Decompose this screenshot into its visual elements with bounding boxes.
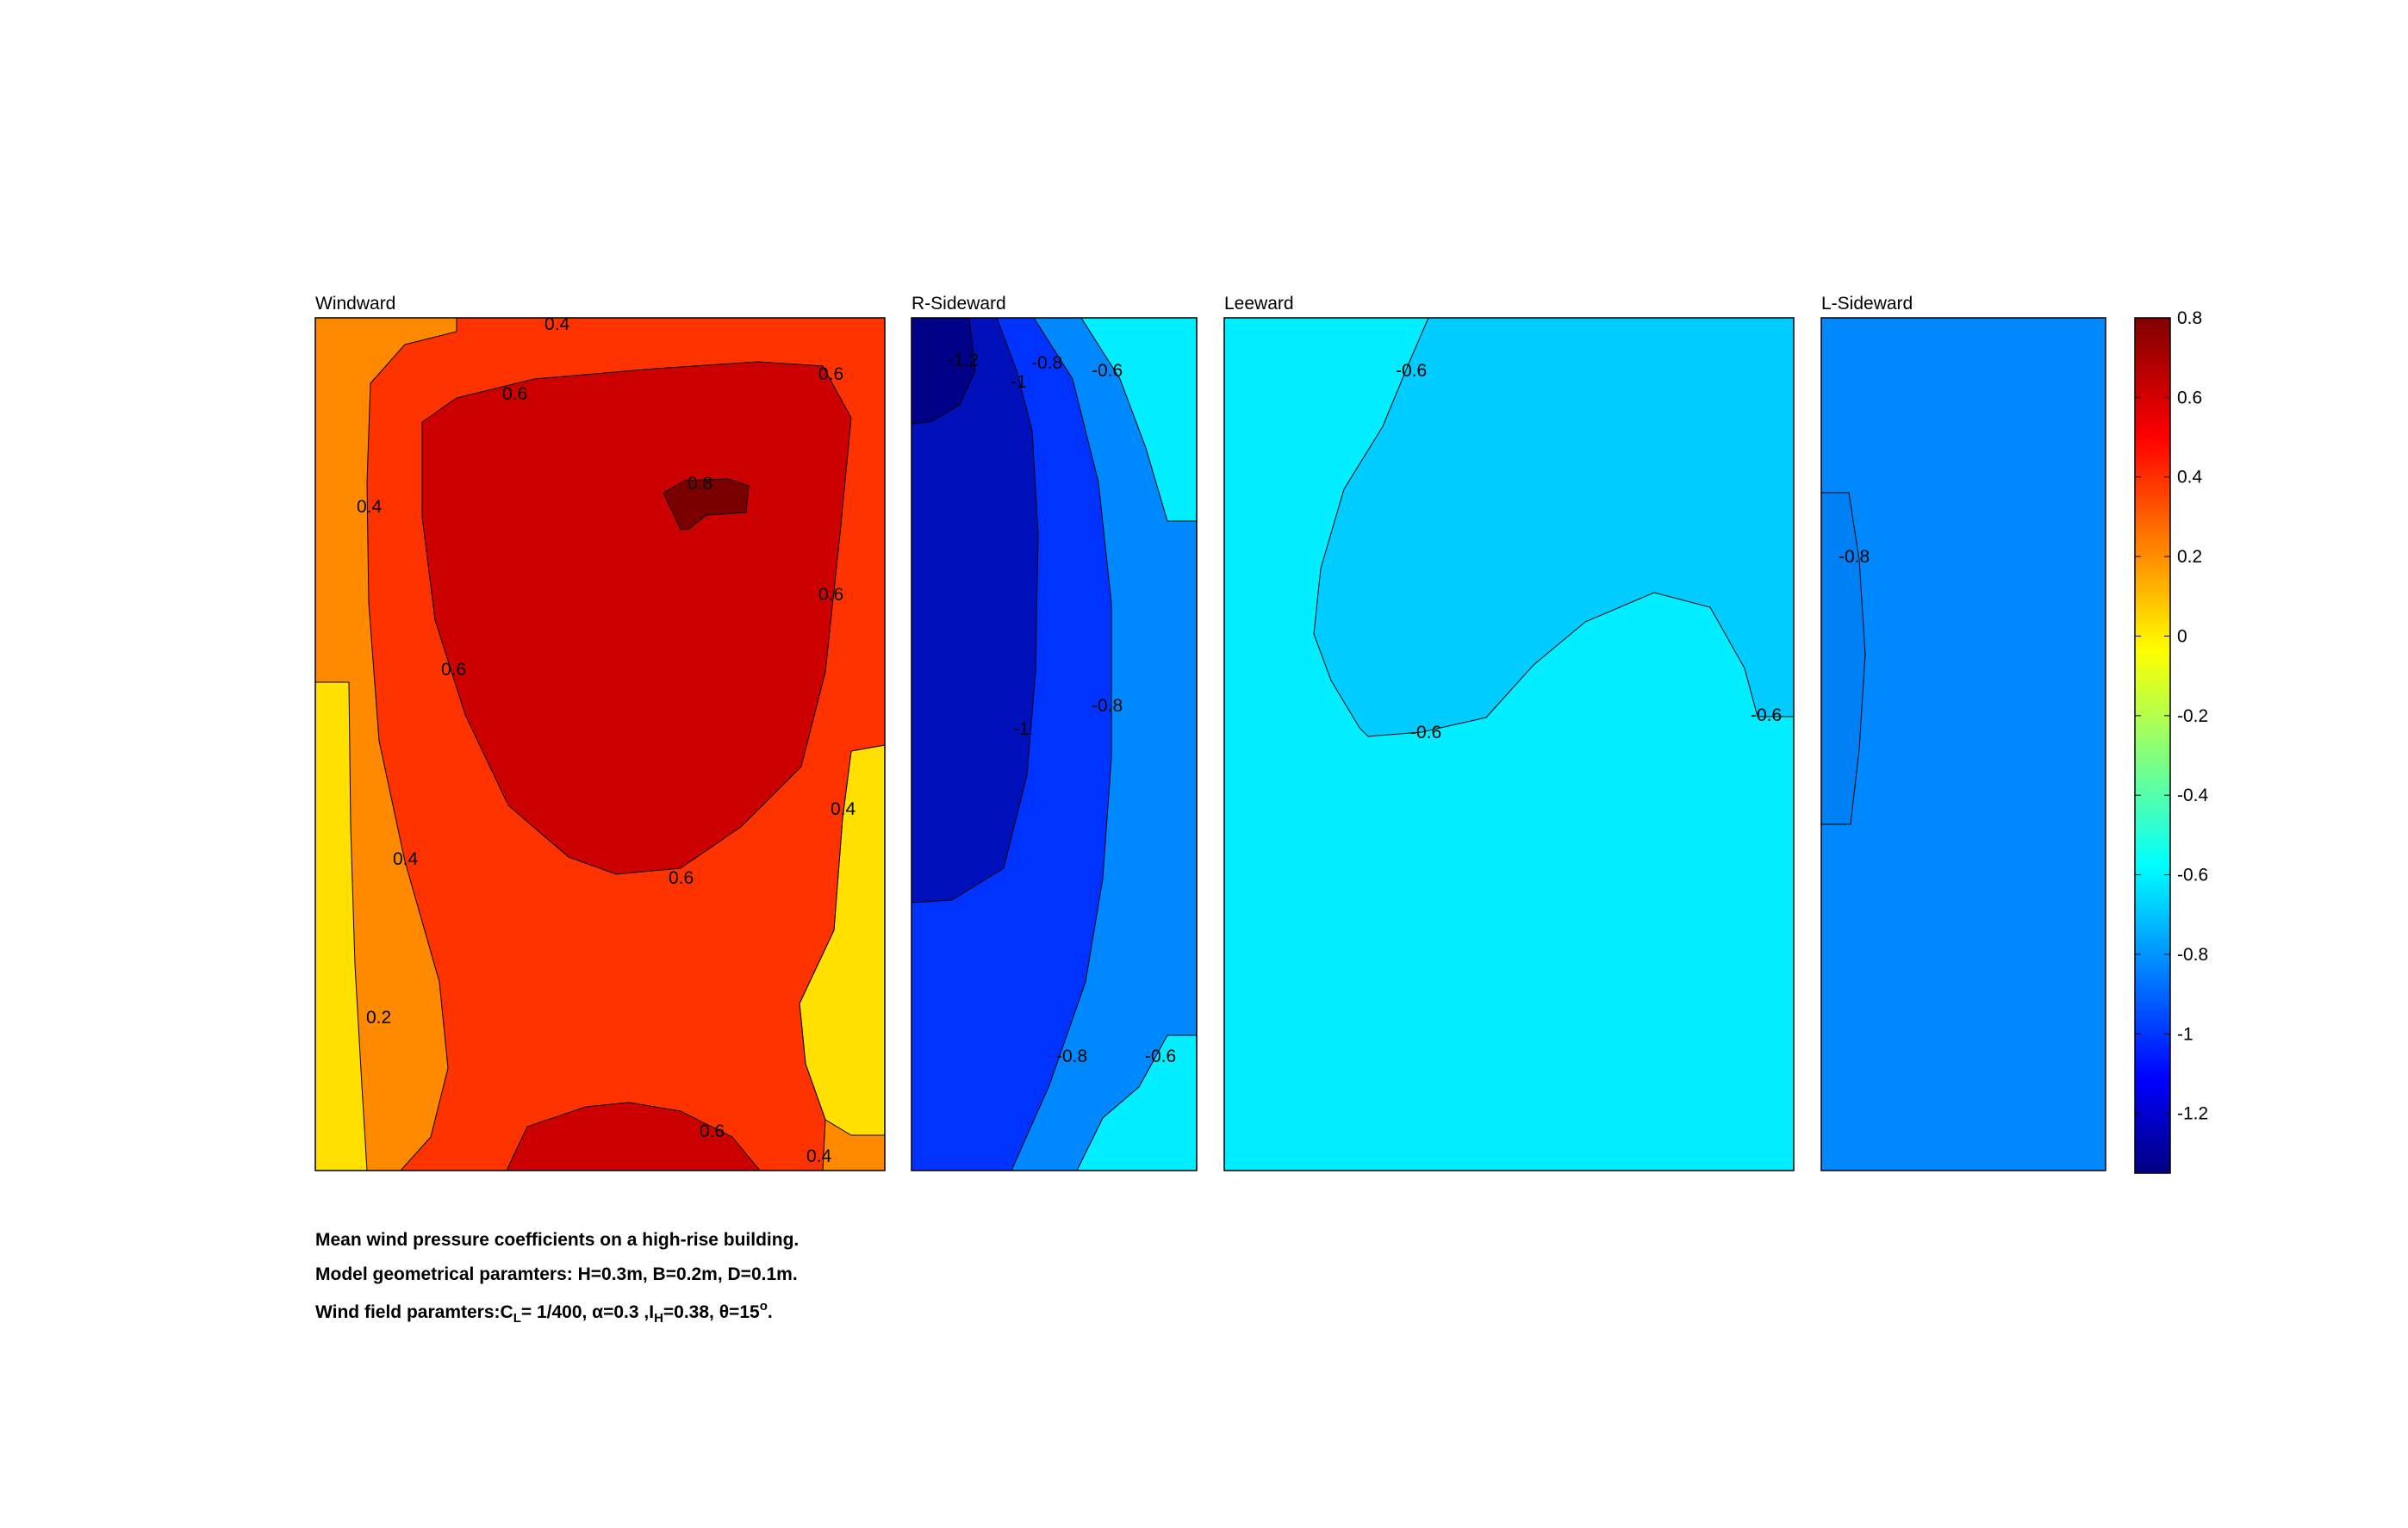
windward-title: Windward <box>315 294 395 314</box>
colorbar-tick-label: 0.4 <box>2177 468 2203 488</box>
caption-line-3: Wind field paramters:CL= 1/400, α=0.3 ,I… <box>315 1299 773 1326</box>
l-sideward-frame <box>1820 317 2106 1171</box>
r-sideward-contour-labels: -1.2 -1 -0.8 -0.6 -1 -0.8 -0.8 -0.6 <box>948 351 1176 1066</box>
contour-label: 0.4 <box>544 314 570 334</box>
l-sideward-band-below-0.8 <box>1820 492 1866 825</box>
windward-frame <box>314 317 886 1171</box>
colorbar-fill <box>2134 317 2171 1174</box>
caption-line-1: Mean wind pressure coefficients on a hig… <box>315 1230 800 1250</box>
contour-label: -1 <box>1011 372 1027 392</box>
leeward-title: Leeward <box>1224 294 1294 314</box>
colorbar-tick-label: -0.6 <box>2177 866 2208 885</box>
contour-label: -0.8 <box>1056 1047 1087 1066</box>
contour-label: -0.6 <box>1410 723 1441 742</box>
colorbar-tick-label: -0.2 <box>2177 706 2208 726</box>
windward-band-above-0.8 <box>663 478 750 531</box>
contour-label: -0.8 <box>1092 696 1123 716</box>
colorbar-tick-label: -1.2 <box>2177 1104 2208 1124</box>
caption-line-3-end: . <box>767 1302 773 1322</box>
colorbar-tick-label: 0.6 <box>2177 388 2202 407</box>
l-sideward-title: L-Sideward <box>1821 294 1913 314</box>
contour-label: 0.8 <box>688 474 712 494</box>
leeward-contour-labels: -0.6 -0.6 -0.6 <box>1396 361 1782 742</box>
caption-line-3-mid1: = 1/400, α=0.3 ,I <box>520 1302 655 1322</box>
r-sideward-frame <box>911 317 1198 1171</box>
caption-line-3-prefix: Wind field paramters:C <box>315 1302 513 1322</box>
r-sideward-band-1.2-1.0 <box>911 317 1039 904</box>
r-sideward-panel: R-Sideward -1.2 -1 -0.8 -0.6 -1 -0.8 -0.… <box>911 294 1198 1171</box>
colorbar: 0.8 0.6 0.4 0.2 0 -0.2 -0.4 -0.6 -0.8 -1 -1.2 <box>2134 308 2209 1174</box>
l-sideward-band-above-0.8 <box>1821 318 2106 1171</box>
caption-line-2: Model geometrical paramters: H=0.3m, B=0… <box>315 1264 798 1284</box>
contour-label: 0.6 <box>818 585 843 605</box>
colorbar-ticks: 0.8 0.6 0.4 0.2 0 -0.2 -0.4 -0.6 -0.8 -1 -1.2 <box>2135 308 2209 1124</box>
contour-label: 0.4 <box>806 1146 832 1166</box>
contour-label: -0.6 <box>1396 361 1427 381</box>
contour-label: 0.4 <box>393 849 419 869</box>
contour-label: 0.2 <box>366 1008 391 1028</box>
caption-line-3-degree: o <box>759 1299 768 1314</box>
contour-label: -0.8 <box>1031 353 1062 373</box>
contour-label: 0.4 <box>831 799 856 819</box>
colorbar-tick-label: 0.2 <box>2177 547 2202 567</box>
contour-label: -0.8 <box>1839 547 1870 567</box>
l-sideward-contour-labels: -0.8 <box>1839 547 1870 567</box>
contour-label: -0.6 <box>1145 1047 1176 1066</box>
contour-label: 0.4 <box>357 497 383 517</box>
contour-label: -1.2 <box>948 351 979 370</box>
contour-label: -1 <box>1013 719 1030 739</box>
contour-label: -0.6 <box>1751 705 1782 725</box>
leeward-panel: Leeward -0.6 -0.6 -0.6 <box>1223 294 1795 1171</box>
contour-label: -0.6 <box>1092 361 1123 381</box>
windward-contour-labels: 0.4 0.6 0.6 0.4 0.8 0.6 0.6 0.4 0.4 0.6 … <box>357 314 856 1166</box>
colorbar-tick-label: -0.8 <box>2177 945 2208 965</box>
l-sideward-panel: L-Sideward -0.8 <box>1820 294 2106 1171</box>
contour-label: 0.6 <box>669 868 694 888</box>
caption-line-3-sub-l: L <box>513 1311 521 1326</box>
r-sideward-title: R-Sideward <box>912 294 1006 314</box>
caption-line-3-mid2: =0.38, θ=15 <box>663 1302 760 1322</box>
contour-label: 0.6 <box>700 1121 725 1141</box>
colorbar-tick-label: -0.4 <box>2177 786 2209 805</box>
windward-panel: Windward 0.4 0.6 0.6 0.4 0.8 0.6 0.6 0.4… <box>314 294 886 1171</box>
leeward-band-above-0.6 <box>1313 317 1795 737</box>
contour-label: 0.6 <box>502 384 527 404</box>
windward-band-0.6-0.8-bottom <box>506 1102 762 1171</box>
contour-label: 0.6 <box>818 364 843 384</box>
colorbar-tick-label: -1 <box>2177 1024 2193 1044</box>
colorbar-tick-label: 0.8 <box>2177 308 2202 328</box>
colorbar-tick-label: 0 <box>2177 626 2187 646</box>
contour-label: 0.6 <box>441 660 466 680</box>
caption-line-3-sub-h: H <box>654 1311 663 1326</box>
leeward-frame <box>1223 317 1795 1171</box>
